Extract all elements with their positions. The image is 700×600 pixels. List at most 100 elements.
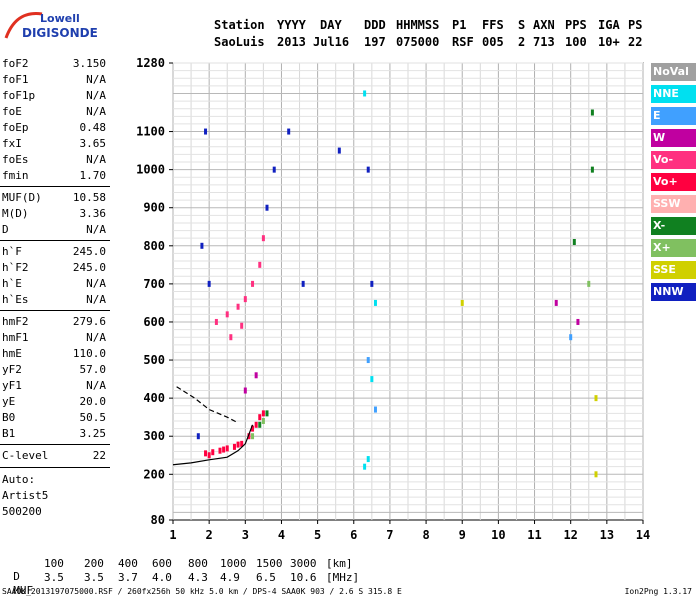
- echo-point-vo: [222, 446, 226, 453]
- distance-unit: [km]: [326, 557, 353, 570]
- param-value: 50.5: [79, 411, 107, 424]
- echo-point-nne: [370, 376, 374, 383]
- param-row: yF2 57.0: [2, 363, 108, 377]
- y-tick-label: 800: [143, 239, 165, 253]
- echo-point-x: [590, 166, 594, 173]
- echo-point-vo: [258, 261, 262, 268]
- x-tick-label: 12: [563, 528, 577, 542]
- param-value: 3.25: [79, 427, 107, 440]
- legend-item-vo: Vo+: [651, 173, 696, 191]
- distance-value: 400: [118, 557, 138, 570]
- param-row: foE N/A: [2, 105, 108, 119]
- echo-point-vo: [225, 311, 229, 318]
- header-value-3: 197: [364, 35, 386, 49]
- muf-unit: [MHz]: [326, 571, 360, 584]
- header-value-5: RSF: [452, 35, 474, 49]
- distance-value: 800: [188, 557, 208, 570]
- echo-point-nnw: [265, 204, 269, 211]
- param-value: N/A: [86, 153, 106, 166]
- param-name: foEp: [2, 121, 29, 134]
- param-row: foF1 N/A: [2, 73, 108, 87]
- echo-point-sse: [594, 395, 598, 402]
- echo-point-nnw: [370, 280, 374, 287]
- param-row: B0 50.5: [2, 411, 108, 425]
- param-name: foF1: [2, 73, 29, 86]
- y-tick-label: 500: [143, 353, 165, 367]
- echo-point-nne: [363, 90, 367, 97]
- param-value: N/A: [86, 223, 106, 236]
- x-tick-label: 14: [636, 528, 650, 542]
- footer-file-info: SAA0K_2013197075000.RSF / 260fx256h 50 k…: [2, 587, 402, 596]
- echo-point-nnw: [301, 280, 305, 287]
- echo-point-w: [254, 372, 258, 379]
- distance-label: D: [13, 570, 20, 583]
- muf-row: MUF: [0, 571, 33, 597]
- header-value-0: SaoLuis: [214, 35, 265, 49]
- header-label-4: HHMMSS: [396, 18, 440, 32]
- logo-text-digisonde: DIGISONDE: [22, 26, 98, 40]
- param-name: yE: [2, 395, 16, 408]
- param-value: 10.58: [72, 191, 106, 204]
- echo-point-vo: [247, 433, 251, 440]
- param-value: 279.6: [72, 315, 106, 328]
- header-label-3: DDD: [364, 18, 386, 32]
- muf-value: 10.6: [290, 571, 317, 584]
- auto-scaling-line3: 500200: [2, 505, 42, 518]
- logo-text-lowell: Lowell: [40, 12, 80, 25]
- param-name: B0: [2, 411, 16, 424]
- distance-value: 1000: [220, 557, 247, 570]
- legend-item-x: X+: [651, 239, 696, 257]
- param-row: h`E N/A: [2, 277, 108, 291]
- param-value: N/A: [86, 331, 106, 344]
- header-label-0: Station: [214, 18, 265, 32]
- header-label-10: IGA: [598, 18, 620, 32]
- echo-point-nnw: [366, 166, 370, 173]
- param-row: C-level 22: [2, 449, 108, 463]
- param-name: fmin: [2, 169, 29, 182]
- echo-point-nne: [373, 299, 377, 306]
- y-tick-label: 1100: [136, 125, 165, 139]
- header-labels-row: Station YYYY DAY DDD HHMMSS P1 FFS S AXN PPS IGA PS: [0, 18, 700, 34]
- y-tick-label: 1280: [136, 56, 165, 70]
- y-tick-label: 1000: [136, 163, 165, 177]
- param-row: foF1p N/A: [2, 89, 108, 103]
- header-value-2: Jul16: [313, 35, 350, 49]
- echo-point-nnw: [207, 280, 211, 287]
- param-value: 3.150: [72, 57, 106, 70]
- y-tick-label: 200: [143, 467, 165, 481]
- x-tick-label: 1: [169, 528, 176, 542]
- echo-point-e: [373, 406, 377, 413]
- param-name: h`F: [2, 245, 22, 258]
- echo-point-w: [243, 387, 247, 394]
- echo-point-x: [261, 417, 265, 424]
- echo-point-x: [265, 410, 269, 417]
- x-tick-label: 8: [422, 528, 429, 542]
- param-row: B1 3.25: [2, 427, 108, 441]
- legend-item-sse: SSE: [651, 261, 696, 279]
- echo-point-vo: [232, 443, 236, 450]
- distance-row: D: [0, 557, 20, 583]
- header-value-4: 075000: [396, 35, 440, 49]
- param-separator: [0, 310, 110, 311]
- param-row: foEs N/A: [2, 153, 108, 167]
- echo-point-e: [569, 334, 573, 341]
- legend-item-ssw: SSW: [651, 195, 696, 213]
- legend-item-w: W: [651, 129, 696, 147]
- header-value-11: 22: [628, 35, 643, 49]
- echo-point-x: [572, 238, 576, 245]
- x-tick-label: 10: [491, 528, 505, 542]
- param-name: fxI: [2, 137, 22, 150]
- x-tick-label: 5: [314, 528, 321, 542]
- distance-value: 200: [84, 557, 104, 570]
- header-label-7: S: [518, 18, 526, 32]
- param-value: 22: [92, 449, 106, 462]
- param-row: hmF1 N/A: [2, 331, 108, 345]
- param-name: h`F2: [2, 261, 29, 274]
- param-name: B1: [2, 427, 16, 440]
- param-name: D: [2, 223, 9, 236]
- echo-point-nnw: [287, 128, 291, 135]
- y-tick-label: 700: [143, 277, 165, 291]
- echo-point-nne: [366, 456, 370, 463]
- header-value-1: 2013: [277, 35, 306, 49]
- header-values-row: SaoLuis 2013 Jul16 197 075000 RSF 005 2 713 100 10…: [0, 35, 700, 51]
